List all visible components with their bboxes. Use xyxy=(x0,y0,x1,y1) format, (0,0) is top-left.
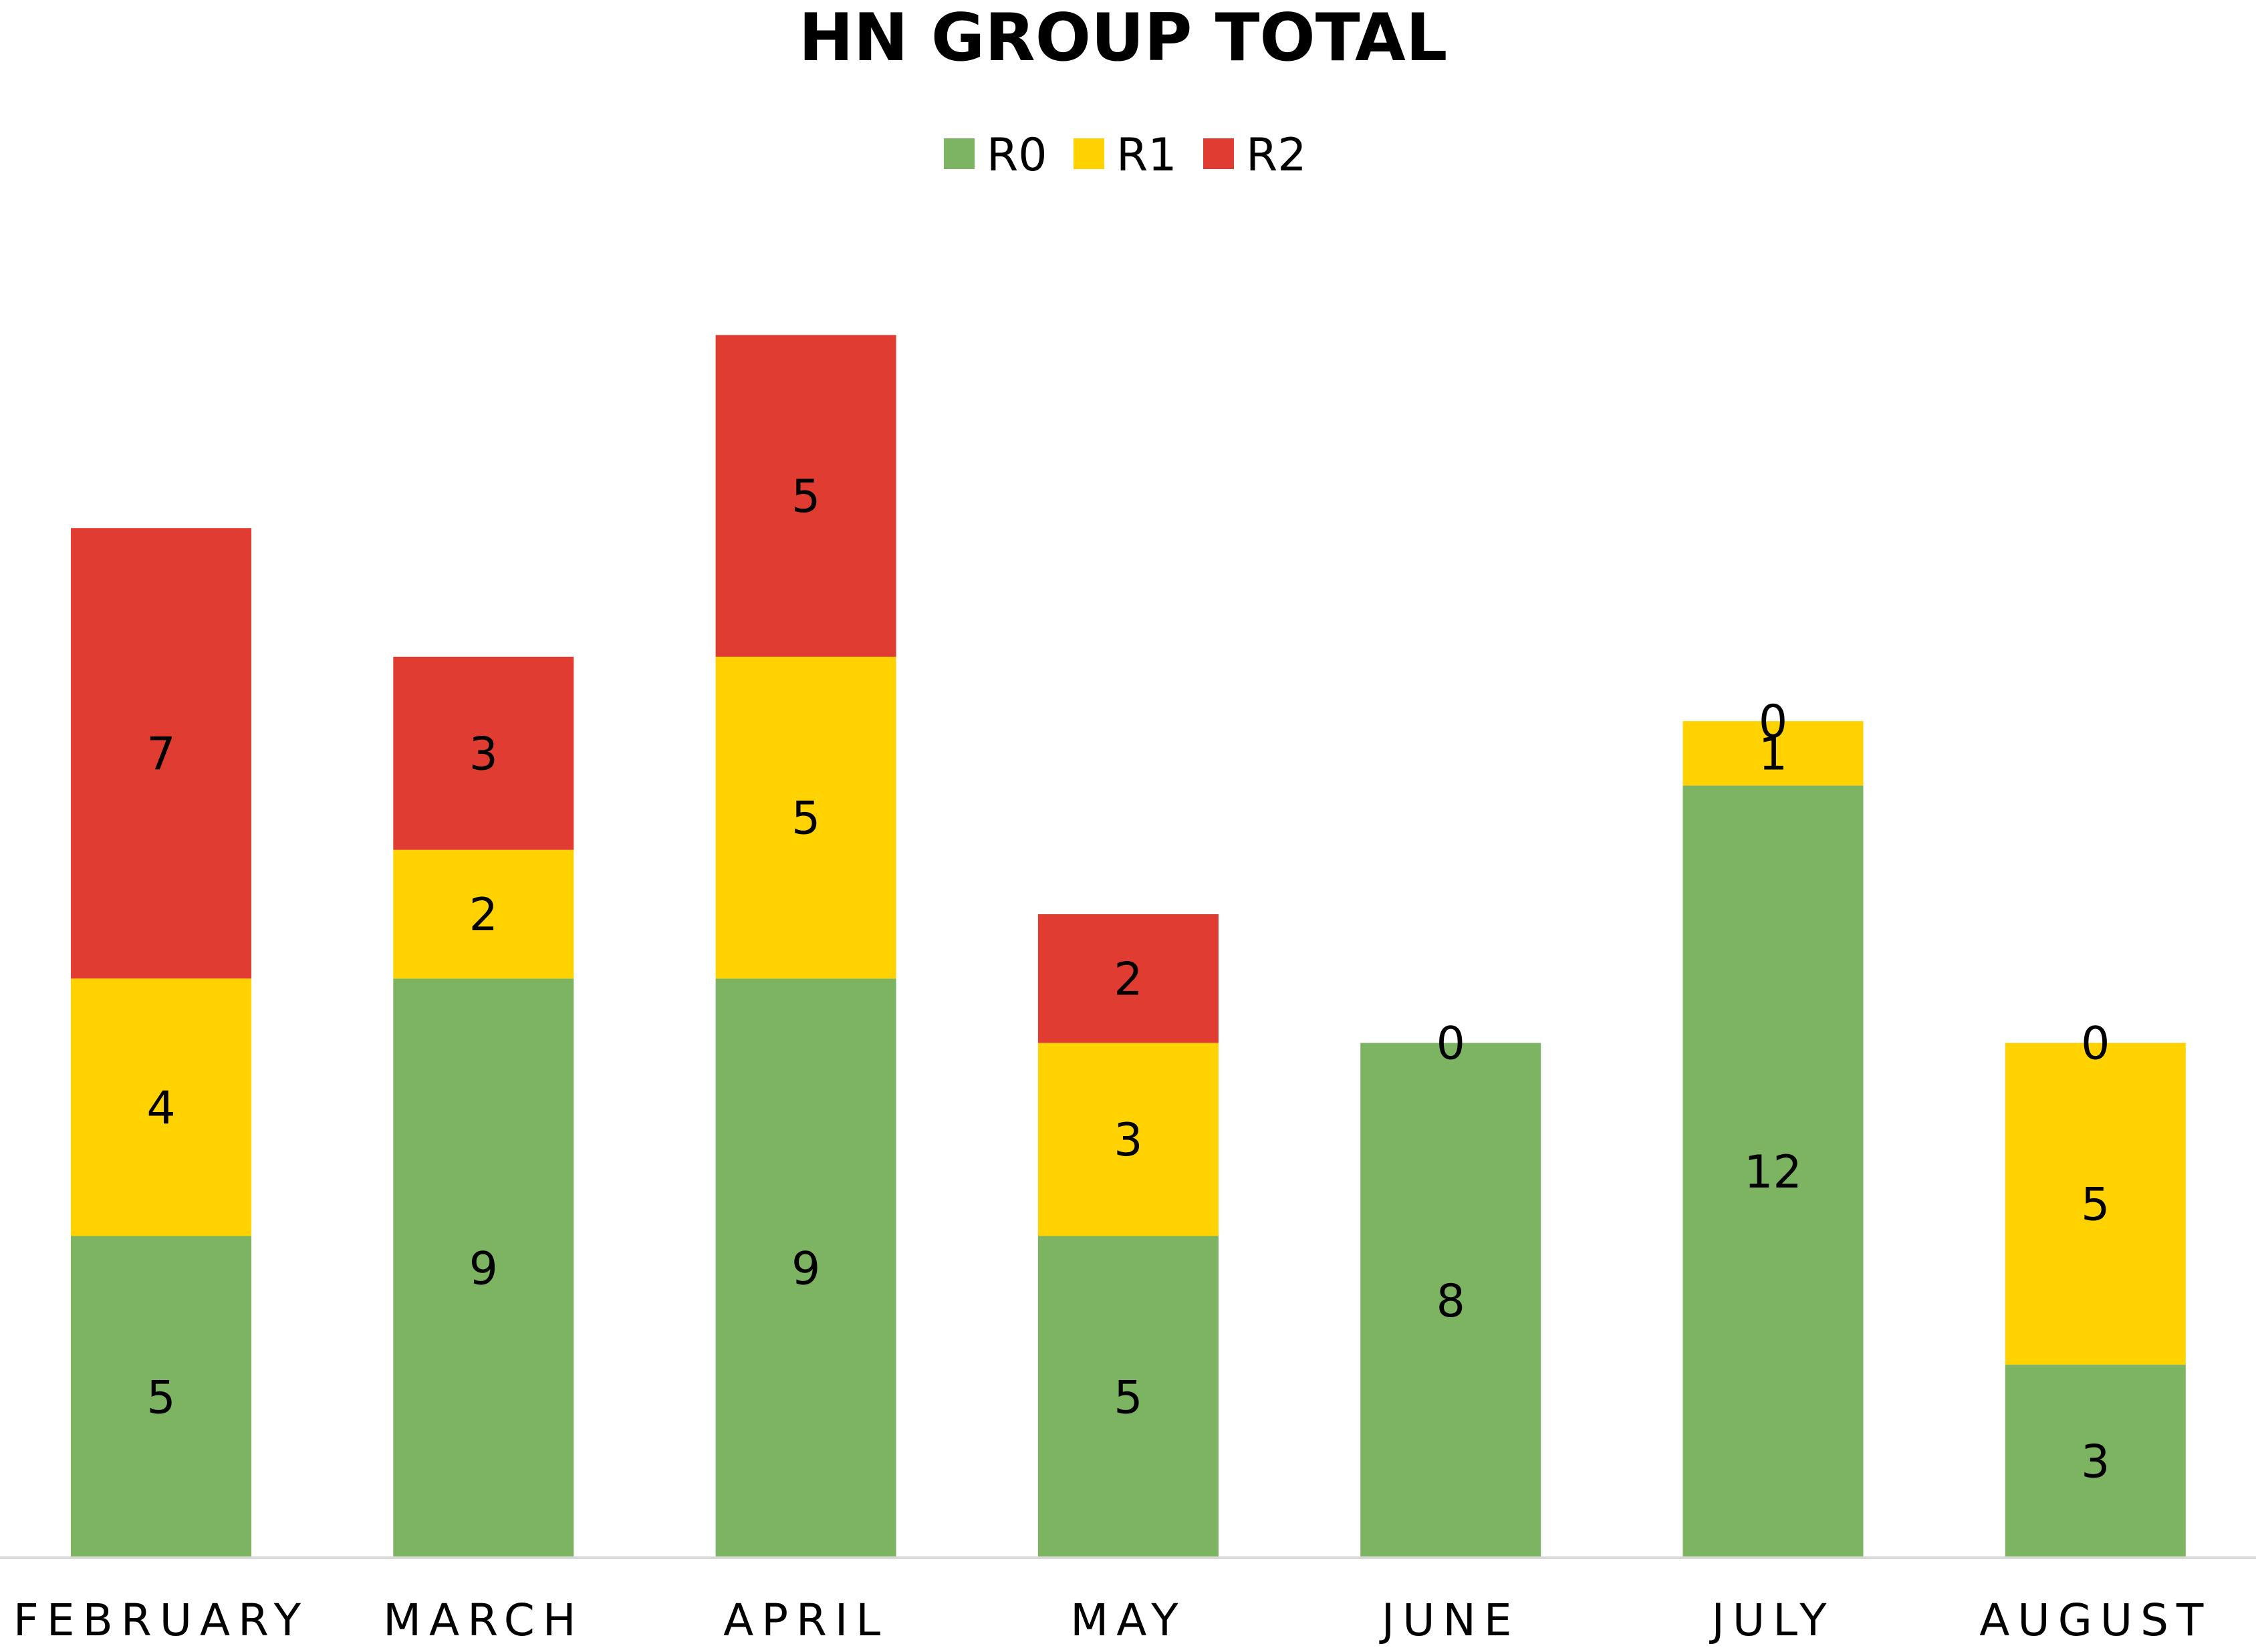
data-label-august-r2: 0 xyxy=(2081,1018,2110,1071)
data-label-may-r2: 2 xyxy=(1114,953,1142,1006)
legend-label-r2: R2 xyxy=(1246,129,1307,182)
data-label-march-r1: 2 xyxy=(469,889,498,942)
x-axis-tick-labels: FEBRUARY MARCH APRIL MAY JUNE JULY AUGUST xyxy=(13,1595,2211,1646)
chart-title: HN GROUP TOTAL xyxy=(799,0,1448,76)
legend: R0 R1 R2 xyxy=(944,129,1307,182)
data-label-march-r2: 3 xyxy=(469,728,498,781)
tick-label-august: AUGUST xyxy=(1979,1595,2211,1646)
data-label-march-r0: 9 xyxy=(469,1243,498,1296)
tick-label-february: FEBRUARY xyxy=(13,1595,309,1646)
data-label-july-r1: 1 xyxy=(1759,728,1787,781)
data-label-july-r2: 0 xyxy=(1759,696,1787,748)
bar-august-r1 xyxy=(2005,1043,2186,1365)
data-label-april-r1: 5 xyxy=(791,793,820,845)
data-label-february-r1: 4 xyxy=(146,1082,175,1135)
bar-august-r0 xyxy=(2005,1365,2186,1558)
data-label-june-r2: 0 xyxy=(1436,1018,1465,1071)
bar-april-r2 xyxy=(715,335,896,657)
tick-label-april: APRIL xyxy=(723,1595,888,1646)
bar-june-r0 xyxy=(1360,1043,1541,1558)
bar-may-r2 xyxy=(1037,914,1219,1043)
tick-label-may: MAY xyxy=(1070,1595,1186,1646)
data-label-february-r0: 5 xyxy=(146,1371,175,1424)
bar-july-r0 xyxy=(1682,785,1864,1558)
bar-may-r1 xyxy=(1037,1043,1219,1236)
data-label-may-r0: 5 xyxy=(1114,1371,1142,1424)
data-label-may-r1: 3 xyxy=(1114,1114,1142,1167)
bar-march-r0 xyxy=(393,978,574,1558)
data-label-july-r0: 12 xyxy=(1744,1146,1802,1199)
tick-label-march: MARCH xyxy=(383,1595,584,1646)
legend-swatch-r2 xyxy=(1203,138,1234,169)
data-label-august-r1: 5 xyxy=(2081,1178,2110,1231)
bar-february-r1 xyxy=(71,978,251,1236)
data-label-april-r0: 9 xyxy=(791,1243,820,1296)
legend-swatch-r0 xyxy=(944,138,975,169)
bar-july-r1 xyxy=(1682,721,1864,786)
bars-layer xyxy=(71,335,2186,1558)
data-label-august-r0: 3 xyxy=(2081,1436,2110,1489)
legend-swatch-r1 xyxy=(1074,138,1104,169)
data-label-february-r2: 7 xyxy=(146,728,175,781)
data-label-june-r0: 8 xyxy=(1436,1275,1465,1328)
bar-may-r0 xyxy=(1037,1236,1219,1558)
bar-february-r2 xyxy=(71,528,251,979)
data-label-april-r2: 5 xyxy=(791,470,820,523)
bar-march-r2 xyxy=(393,656,574,850)
bar-april-r0 xyxy=(715,978,896,1558)
tick-label-july: JULY xyxy=(1709,1595,1834,1646)
bar-march-r1 xyxy=(393,849,574,979)
legend-label-r1: R1 xyxy=(1116,129,1177,182)
tick-label-june: JUNE xyxy=(1379,1595,1520,1646)
bar-april-r1 xyxy=(715,656,896,979)
bar-february-r0 xyxy=(71,1236,251,1558)
legend-label-r0: R0 xyxy=(987,129,1047,182)
